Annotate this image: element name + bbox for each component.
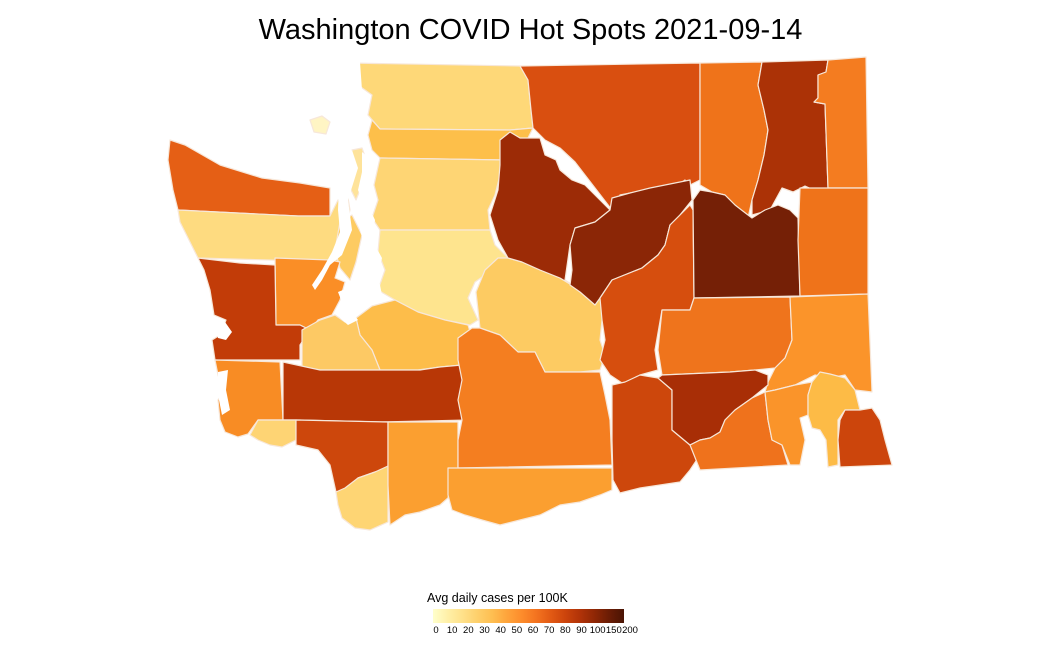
legend-tick: 150 bbox=[605, 625, 622, 636]
county-king bbox=[377, 229, 509, 326]
washington-county-map bbox=[167, 56, 893, 531]
county-yakima bbox=[457, 327, 613, 469]
legend-tick: 50 bbox=[511, 625, 523, 636]
county-thurston bbox=[301, 314, 381, 371]
county-wahkiakum bbox=[249, 419, 297, 448]
legend-tick: 70 bbox=[543, 625, 555, 636]
legend-tick: 60 bbox=[527, 625, 539, 636]
county-walla-walla bbox=[689, 391, 789, 471]
county-clark bbox=[335, 465, 389, 531]
county-columbia bbox=[764, 381, 813, 466]
county-snohomish bbox=[371, 157, 506, 231]
legend-tick: 90 bbox=[576, 625, 587, 636]
legend-tick: 10 bbox=[446, 625, 458, 636]
legend-tick: 200 bbox=[622, 625, 638, 636]
county-lewis bbox=[282, 361, 471, 423]
county-klickitat bbox=[447, 467, 613, 526]
legend-tick: 30 bbox=[479, 625, 490, 636]
county-san-juan bbox=[309, 115, 331, 135]
puget-sound-water bbox=[215, 60, 382, 415]
county-whatcom bbox=[347, 62, 534, 131]
legend-tick: 0 bbox=[433, 625, 439, 636]
legend-title: Avg daily cases per 100K bbox=[427, 591, 568, 605]
legend-color-bar bbox=[433, 609, 624, 623]
legend-tick-labels: 0 10 20 30 40 50 60 70 80 90 100 150 200 bbox=[428, 625, 638, 639]
county-spokane bbox=[797, 187, 869, 297]
county-pend-oreille bbox=[813, 56, 869, 189]
county-benton bbox=[611, 374, 699, 494]
legend-tick: 100 bbox=[589, 625, 606, 636]
legend-tick: 80 bbox=[560, 625, 571, 636]
legend-tick: 40 bbox=[495, 625, 506, 636]
county-layer bbox=[167, 56, 893, 531]
county-clallam bbox=[167, 139, 331, 217]
legend-tick: 20 bbox=[463, 625, 474, 636]
map-title: Washington COVID Hot Spots 2021-09-14 bbox=[258, 14, 803, 46]
county-asotin bbox=[837, 407, 893, 468]
